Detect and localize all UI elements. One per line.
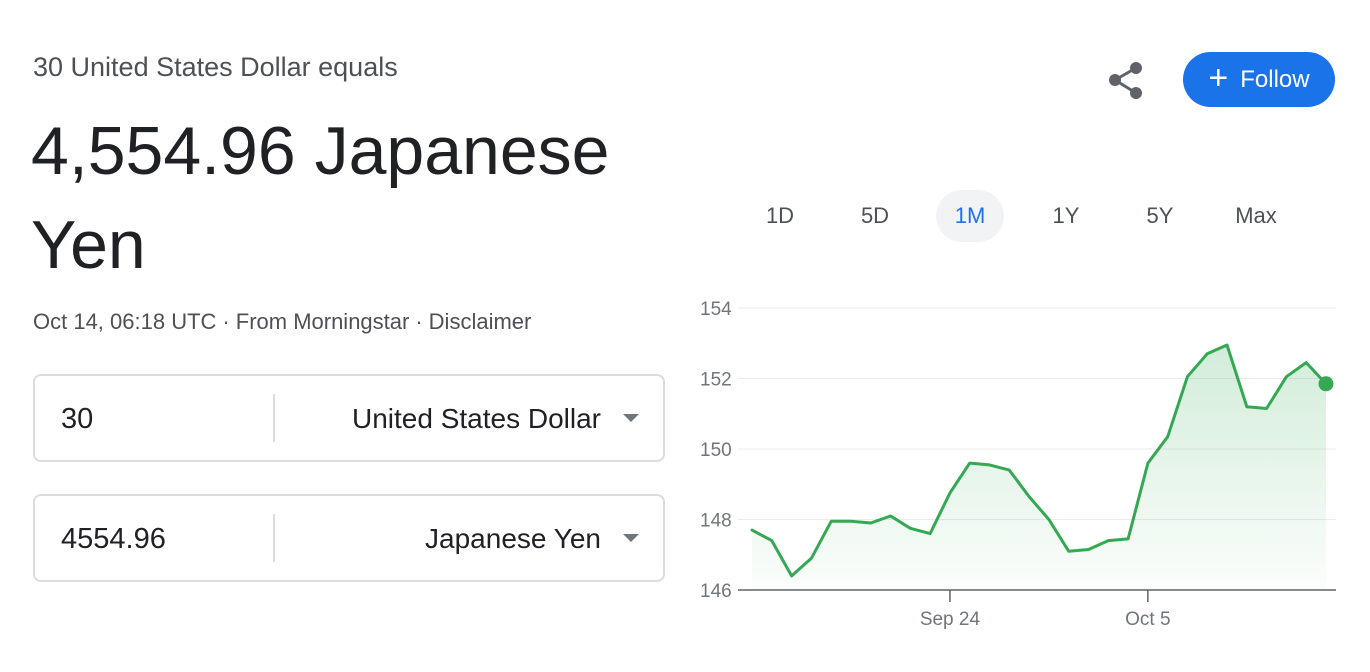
follow-label: Follow xyxy=(1240,65,1310,93)
result-meta: Oct 14, 06:18 UTC · From Morningstar · Discl… xyxy=(33,309,531,335)
y-tick-label: 146 xyxy=(700,581,732,602)
tab-1m[interactable]: 1M xyxy=(936,190,1004,242)
to-currency-select[interactable]: Japanese Yen xyxy=(425,523,601,554)
source-label: From Morningstar xyxy=(235,309,410,334)
conversion-result: 4,554.96 Japanese Yen xyxy=(31,113,610,283)
meta-separator: · xyxy=(222,309,230,334)
tab-5d[interactable]: 5D xyxy=(860,203,890,228)
to-currency-row: 4554.96 Japanese Yen xyxy=(33,494,665,582)
conversion-subtitle: 30 United States Dollar equals xyxy=(33,52,398,82)
tab-max[interactable]: Max xyxy=(1235,203,1277,228)
divider xyxy=(273,394,275,442)
dropdown-caret-icon[interactable] xyxy=(623,414,639,422)
y-tick-label: 150 xyxy=(700,440,732,461)
x-tick-label: Sep 24 xyxy=(920,609,981,630)
meta-separator: · xyxy=(415,309,423,334)
tab-1y[interactable]: 1Y xyxy=(1052,203,1080,228)
tab-1d[interactable]: 1D xyxy=(765,203,795,228)
tab-5y[interactable]: 5Y xyxy=(1146,203,1174,228)
to-amount-input[interactable]: 4554.96 xyxy=(61,523,166,555)
series-line xyxy=(750,343,1328,578)
from-currency-select[interactable]: United States Dollar xyxy=(351,403,601,434)
follow-button[interactable]: + Follow xyxy=(1183,52,1335,107)
from-currency-row: 30 United States Dollar xyxy=(33,374,665,462)
y-tick-label: 154 xyxy=(700,299,732,320)
y-tick-label: 152 xyxy=(700,370,732,391)
from-amount-input[interactable]: 30 xyxy=(61,403,94,435)
y-tick-label: 148 xyxy=(700,511,732,532)
range-tabs: 1D 5D 1M 1Y 5Y Max xyxy=(732,190,1302,242)
timestamp: Oct 14, 06:18 UTC xyxy=(33,309,217,334)
dropdown-caret-icon[interactable] xyxy=(623,534,639,542)
current-point-marker xyxy=(1318,376,1334,392)
series-area xyxy=(752,345,1326,590)
price-chart: 146 148 150 152 154 Sep 24 Oct 5 xyxy=(700,299,1336,630)
plus-icon: + xyxy=(1208,59,1229,97)
share-icon[interactable] xyxy=(1103,58,1149,104)
divider xyxy=(273,514,275,562)
x-tick-label: Oct 5 xyxy=(1125,609,1170,630)
disclaimer-link[interactable]: Disclaimer xyxy=(428,309,532,334)
